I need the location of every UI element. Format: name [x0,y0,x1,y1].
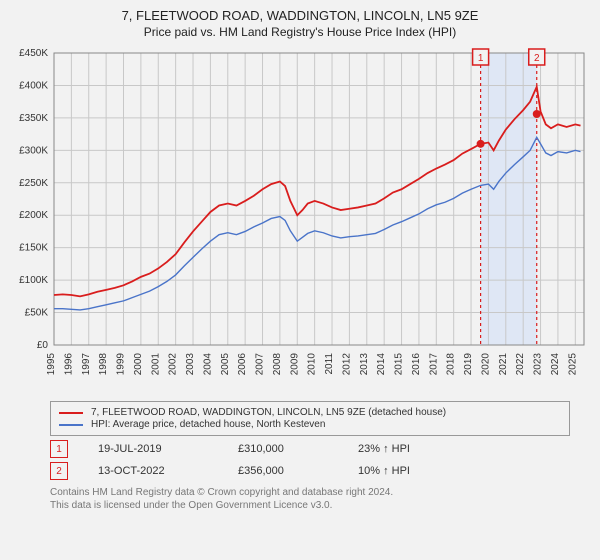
legend-row-hpi: HPI: Average price, detached house, Nort… [59,419,561,430]
svg-text:£300K: £300K [19,145,48,156]
svg-text:£50K: £50K [25,308,49,319]
title-address: 7, FLEETWOOD ROAD, WADDINGTON, LINCOLN, … [10,8,590,23]
svg-text:2012: 2012 [341,353,352,376]
svg-text:£250K: £250K [19,178,48,189]
svg-text:2005: 2005 [220,353,231,376]
svg-text:2023: 2023 [533,353,544,376]
svg-text:1997: 1997 [81,353,92,376]
legend-label-subject: 7, FLEETWOOD ROAD, WADDINGTON, LINCOLN, … [91,407,446,418]
svg-text:2008: 2008 [272,353,283,376]
svg-text:2002: 2002 [168,353,179,376]
svg-text:£100K: £100K [19,275,48,286]
sale-row: 1 19-JUL-2019 £310,000 23% ↑ HPI [50,440,590,458]
line-chart: £0 £50K £100K £150K £200K £250K £300K £350K £400… [10,45,590,395]
svg-text:2013: 2013 [359,353,370,376]
legend-swatch-hpi [59,424,83,426]
svg-text:1: 1 [478,53,484,64]
svg-text:2004: 2004 [202,353,213,376]
sale-date: 19-JUL-2019 [98,443,208,455]
sale-price: £356,000 [238,465,328,477]
sales-container: 1 19-JUL-2019 £310,000 23% ↑ HPI 2 13-OCT-202… [10,440,590,480]
svg-text:2019: 2019 [463,353,474,376]
sale-badge: 1 [50,440,68,458]
svg-text:2011: 2011 [324,353,335,375]
svg-text:2007: 2007 [255,353,266,376]
svg-text:£150K: £150K [19,243,48,254]
title-subtitle: Price paid vs. HM Land Registry's House … [10,25,590,39]
sale-row: 2 13-OCT-2022 £356,000 10% ↑ HPI [50,462,590,480]
svg-text:£400K: £400K [19,80,48,91]
svg-text:2021: 2021 [498,353,509,376]
svg-text:2020: 2020 [480,353,491,376]
chart-card: 7, FLEETWOOD ROAD, WADDINGTON, LINCOLN, … [0,0,600,560]
legend-label-hpi: HPI: Average price, detached house, Nort… [91,419,325,430]
svg-text:2: 2 [534,53,540,64]
chart-area: £0 £50K £100K £150K £200K £250K £300K £350K £400… [10,45,590,395]
sale-vs-hpi: 23% ↑ HPI [358,443,410,455]
svg-text:1998: 1998 [98,353,109,376]
svg-text:£450K: £450K [19,48,48,59]
sale-vs-hpi: 10% ↑ HPI [358,465,410,477]
svg-text:2009: 2009 [289,353,300,376]
legend-swatch-subject [59,412,83,414]
footer-line2: This data is licensed under the Open Gov… [50,499,590,512]
sale-badge: 2 [50,462,68,480]
svg-text:1995: 1995 [46,353,57,376]
svg-text:£200K: £200K [19,210,48,221]
svg-text:2003: 2003 [185,353,196,376]
svg-text:2014: 2014 [376,353,387,376]
svg-text:2006: 2006 [237,353,248,376]
footer-line1: Contains HM Land Registry data © Crown c… [50,486,590,499]
svg-text:2001: 2001 [150,353,161,376]
svg-text:£0: £0 [37,340,49,351]
svg-text:£350K: £350K [19,113,48,124]
svg-text:2000: 2000 [133,353,144,376]
sale-price: £310,000 [238,443,328,455]
svg-text:2022: 2022 [515,353,526,376]
footer: Contains HM Land Registry data © Crown c… [50,486,590,512]
svg-text:2018: 2018 [446,353,457,376]
svg-text:2025: 2025 [567,353,578,376]
sale-date: 13-OCT-2022 [98,465,208,477]
svg-text:2010: 2010 [307,353,318,376]
svg-text:1996: 1996 [63,353,74,376]
svg-text:2024: 2024 [550,353,561,376]
svg-text:2017: 2017 [428,353,439,376]
svg-text:1999: 1999 [116,353,127,376]
svg-text:2015: 2015 [394,353,405,376]
legend-box: 7, FLEETWOOD ROAD, WADDINGTON, LINCOLN, … [50,401,570,436]
legend-row-subject: 7, FLEETWOOD ROAD, WADDINGTON, LINCOLN, … [59,407,561,418]
svg-text:2016: 2016 [411,353,422,376]
